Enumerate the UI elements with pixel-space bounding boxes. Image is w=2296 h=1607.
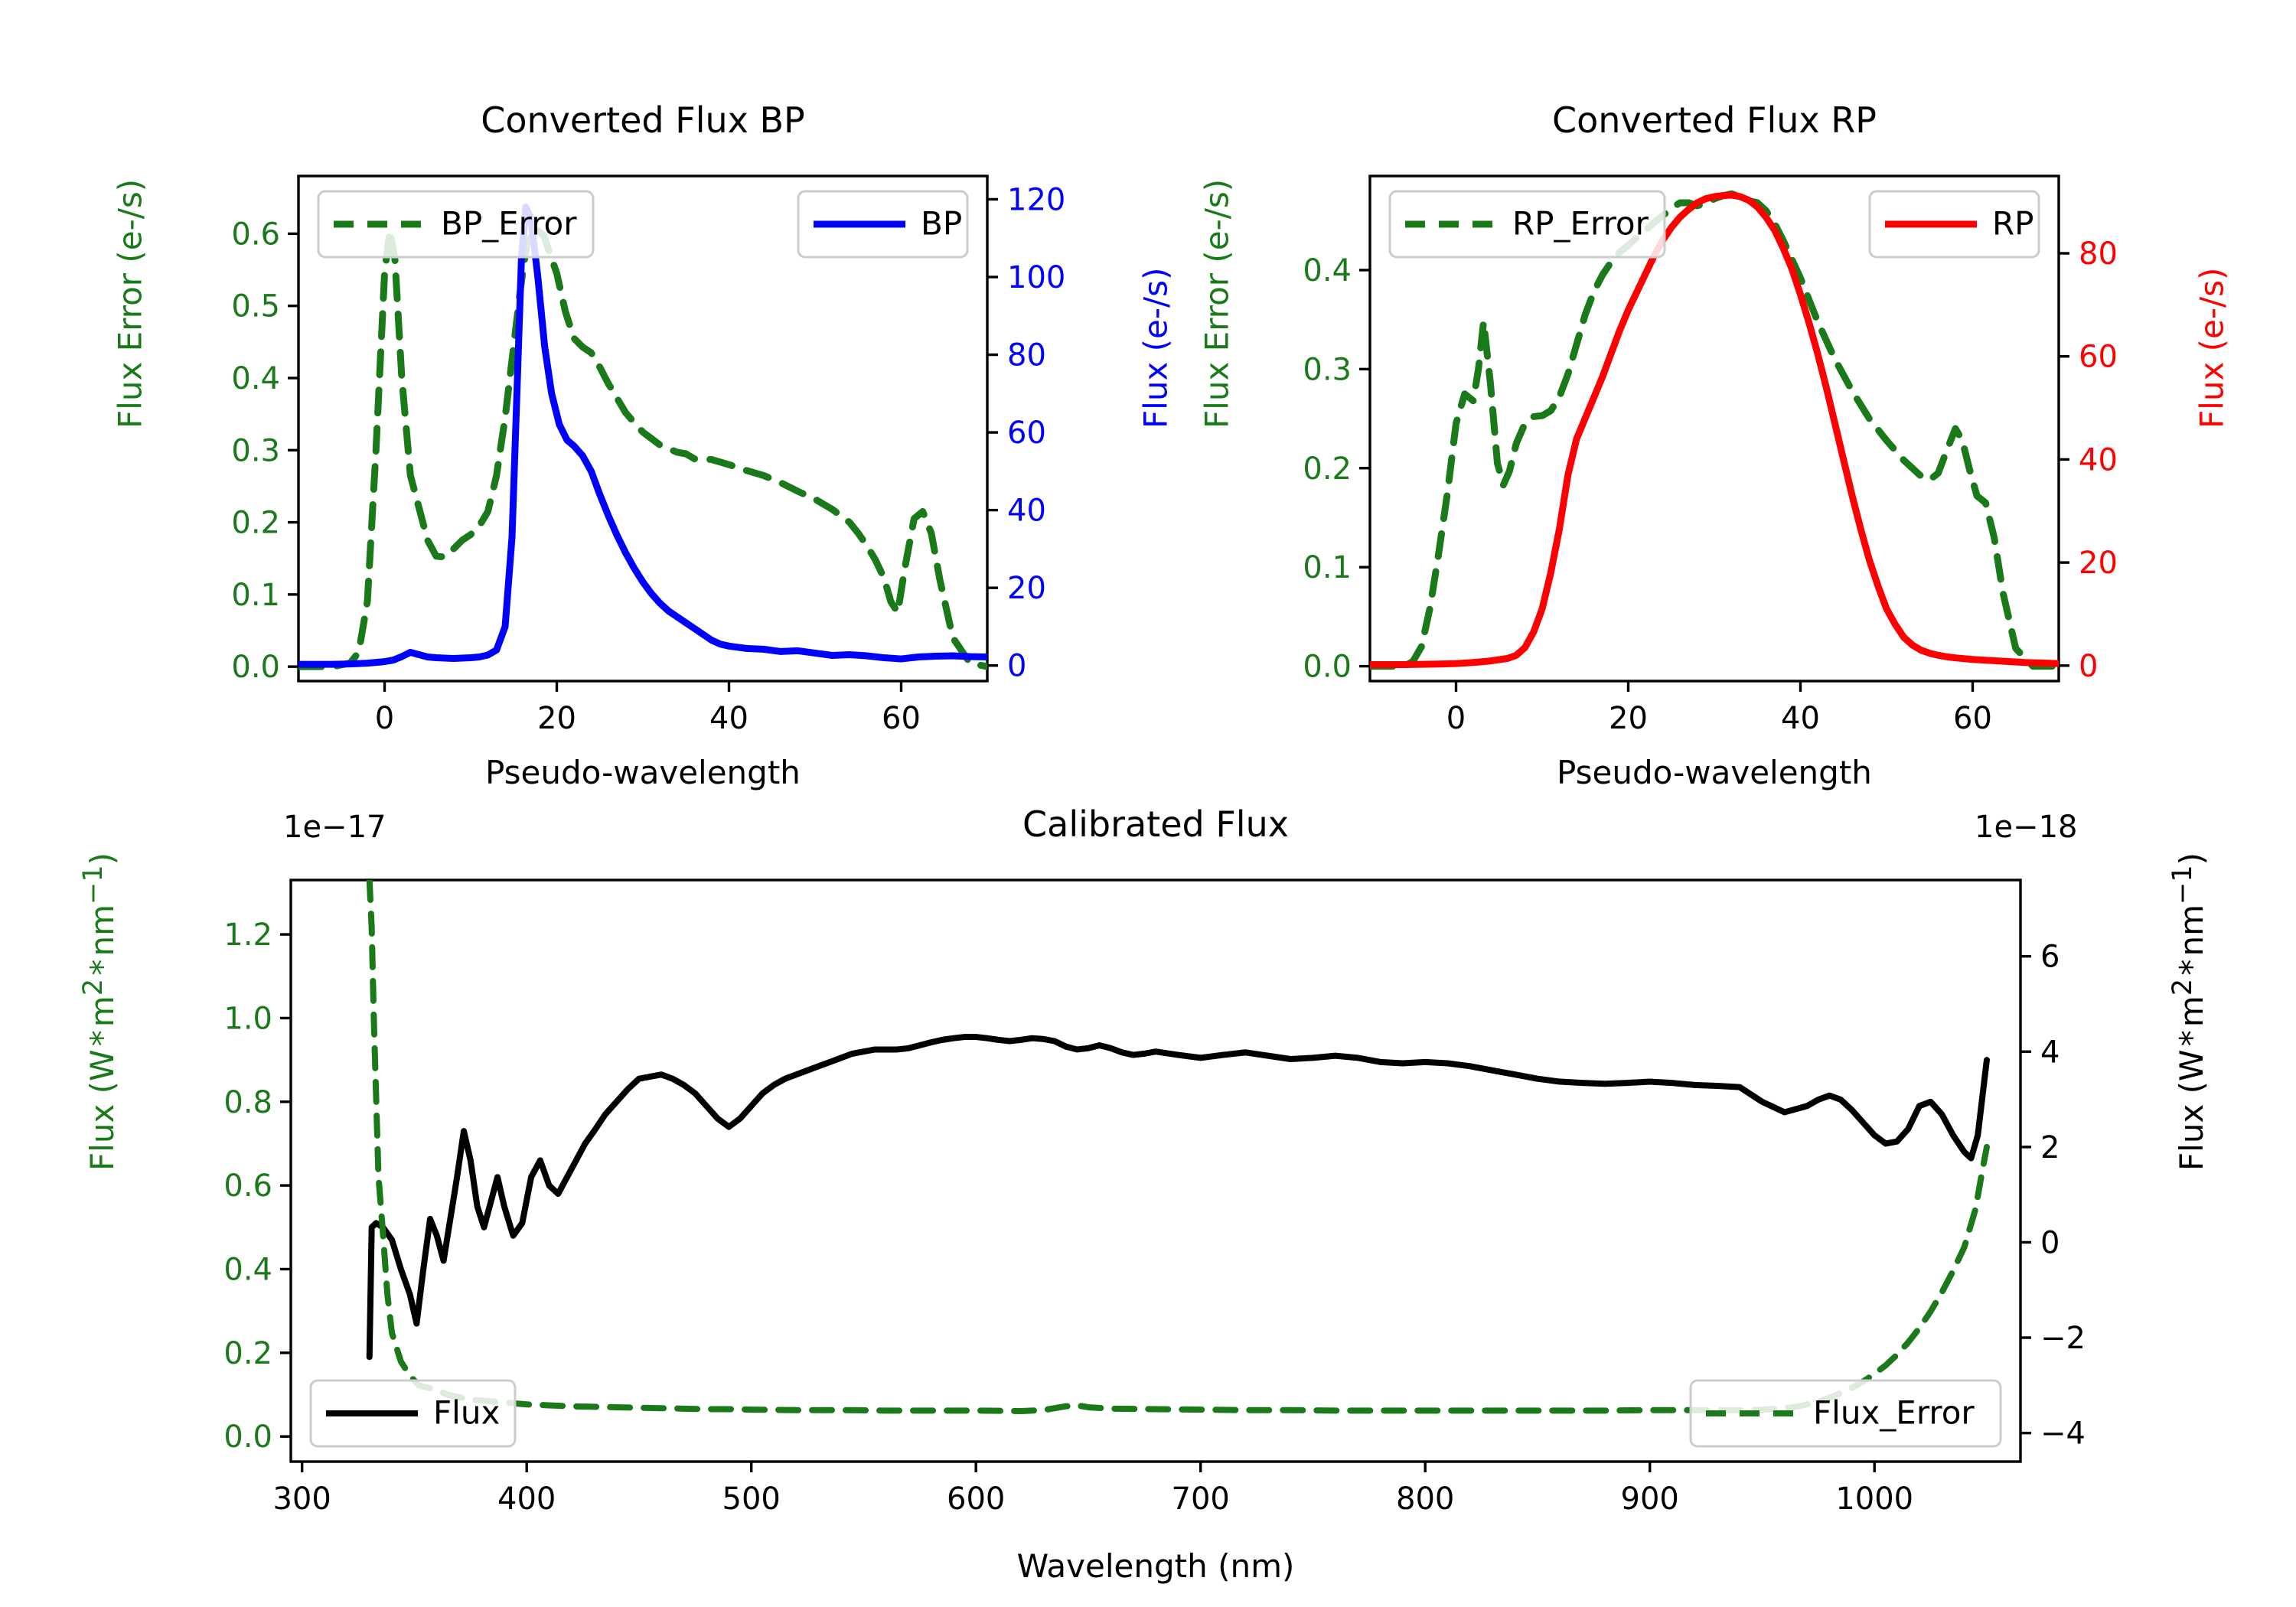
legend-bp[interactable]: BP xyxy=(797,190,969,259)
plot-frame xyxy=(1368,174,2060,683)
x-tick-label: 600 xyxy=(947,1482,1005,1517)
x-tick-label: 40 xyxy=(709,701,748,736)
y-tick-label-right: 80 xyxy=(2079,236,2118,272)
x-tick-label: 40 xyxy=(1781,701,1820,736)
y-tick-label-left: 0.1 xyxy=(1303,550,1352,585)
series-line-bp_error xyxy=(298,224,987,670)
bp-panel: Converted Flux BP 0 20 40 60 0.0 0.1 0.2 0.3 0.4… xyxy=(111,99,1175,791)
y-tick-label-left: 0.3 xyxy=(1303,352,1352,387)
y-tick-label-left: 0.0 xyxy=(231,650,280,685)
x-tick-label: 400 xyxy=(497,1482,556,1517)
y-tick-label-left: 0.6 xyxy=(223,1169,272,1204)
y-tick-label-left: 0.1 xyxy=(231,578,280,613)
y-tick-label-right: 4 xyxy=(2040,1035,2060,1070)
x-tick-label: 20 xyxy=(537,701,576,736)
legend-label: Flux_Error xyxy=(1813,1394,1975,1432)
y-tick-label-right: 40 xyxy=(1007,494,1046,529)
y-tick-label-right: 40 xyxy=(2079,442,2118,478)
y-tick-label-right: 0 xyxy=(1007,649,1026,684)
legend-flux_error[interactable]: Flux_Error xyxy=(1689,1379,2002,1448)
left-axis-exponent: 1e−17 xyxy=(283,810,386,845)
plot-frame xyxy=(289,878,2022,1463)
y-tick-label-right: 80 xyxy=(1007,338,1046,373)
x-tick-label: 1000 xyxy=(1835,1482,1913,1517)
legend-label: Flux xyxy=(433,1394,500,1432)
y-tick-label-right: 100 xyxy=(1007,260,1065,295)
y-tick-label-right: −4 xyxy=(2040,1416,2086,1452)
series-line-rp_error xyxy=(1370,190,2059,670)
x-tick-label: 0 xyxy=(375,701,394,736)
legend-box xyxy=(1689,1379,2002,1448)
series-line-flux xyxy=(366,1034,1990,1361)
x-tick-label: 700 xyxy=(1172,1482,1230,1517)
calibrated-panel-title: Calibrated Flux xyxy=(1022,804,1289,845)
bp-plot-svg: 0 20 40 60 0.0 0.1 0.2 0.3 0.4 0.5 0.6 0 20 40 60 80 100… xyxy=(231,174,1065,736)
rp-x-axis-label: Pseudo-wavelength xyxy=(1557,754,1872,791)
y-tick-label-left: 1.2 xyxy=(223,918,272,953)
y-tick-label-right: −2 xyxy=(2040,1321,2086,1356)
legend-rp[interactable]: RP xyxy=(1868,190,2040,259)
legend-flux[interactable]: Flux xyxy=(309,1379,517,1448)
y-tick-label-left: 0.4 xyxy=(231,361,280,396)
calibrated-flux-panel: Calibrated Flux 1e−17 1e−18 300 400 500 600… xyxy=(78,804,2210,1585)
calibrated-x-axis-label: Wavelength (nm) xyxy=(1016,1547,1295,1585)
plot-frame xyxy=(297,174,989,683)
legend-label: BP_Error xyxy=(441,205,577,243)
x-tick-label: 900 xyxy=(1621,1482,1679,1517)
x-tick-label: 20 xyxy=(1609,701,1648,736)
y-tick-label-left: 0.4 xyxy=(223,1252,272,1287)
series-line-bp xyxy=(298,204,987,668)
y-tick-label-right: 60 xyxy=(1007,416,1046,451)
y-tick-label-left: 0.8 xyxy=(223,1085,272,1120)
x-tick-label: 500 xyxy=(722,1482,781,1517)
x-tick-label: 60 xyxy=(1953,701,1992,736)
x-tick-label: 60 xyxy=(882,701,921,736)
rp-plot-svg: 0 20 40 60 0.0 0.1 0.2 0.3 0.4 0 20 40 60 80 RP_Error R… xyxy=(1303,174,2118,736)
y-tick-label-right: 2 xyxy=(2040,1130,2060,1165)
y-tick-label-right: 0 xyxy=(2040,1225,2060,1260)
y-tick-label-left: 0.2 xyxy=(231,506,280,541)
y-tick-label-left: 0.2 xyxy=(1303,451,1352,487)
y-tick-label-left: 0.3 xyxy=(231,433,280,468)
y-tick-label-right: 20 xyxy=(2079,546,2118,581)
series-line-flux_error xyxy=(366,880,1990,1414)
legend-bp_error[interactable]: BP_Error xyxy=(317,190,595,259)
y-tick-label-right: 120 xyxy=(1007,182,1065,217)
y-tick-label-left: 0.4 xyxy=(1303,253,1352,288)
bp-x-axis-label: Pseudo-wavelength xyxy=(485,754,801,791)
y-tick-label-left: 0.6 xyxy=(231,217,280,252)
y-tick-label-right: 20 xyxy=(1007,571,1046,606)
y-tick-label-right: 6 xyxy=(2040,940,2060,975)
calibrated-plot-svg: 300 400 500 600 700 800 900 1000 0.0 0.2 0.4 0.6 0.8… xyxy=(223,878,2086,1517)
legend-box xyxy=(1388,190,1666,259)
y-tick-label-left: 1.0 xyxy=(223,1001,272,1036)
y-tick-label-right: 0 xyxy=(2079,649,2098,684)
y-tick-label-left: 0.0 xyxy=(1303,650,1352,685)
y-tick-label-left: 0.5 xyxy=(231,289,280,324)
x-tick-label: 0 xyxy=(1446,701,1466,736)
bp-panel-title: Converted Flux BP xyxy=(481,99,805,141)
legend-label: BP xyxy=(921,205,962,243)
rp-panel: Converted Flux RP 0 20 40 60 0.0 0.1 0.2 0.3 0.4… xyxy=(1198,99,2231,791)
rp-panel-title: Converted Flux RP xyxy=(1552,99,1877,141)
series-line-rp xyxy=(1370,191,2059,668)
legend-label: RP_Error xyxy=(1512,205,1649,243)
right-axis-exponent: 1e−18 xyxy=(1975,810,2078,845)
y-tick-label-left: 0.0 xyxy=(223,1420,272,1455)
y-tick-label-right: 60 xyxy=(2079,340,2118,375)
legend-box xyxy=(317,190,595,259)
y-tick-label-left: 0.2 xyxy=(223,1336,272,1371)
x-tick-label: 800 xyxy=(1396,1482,1454,1517)
legend-rp_error[interactable]: RP_Error xyxy=(1388,190,1666,259)
x-tick-label: 300 xyxy=(272,1482,331,1517)
legend-label: RP xyxy=(1992,205,2034,243)
